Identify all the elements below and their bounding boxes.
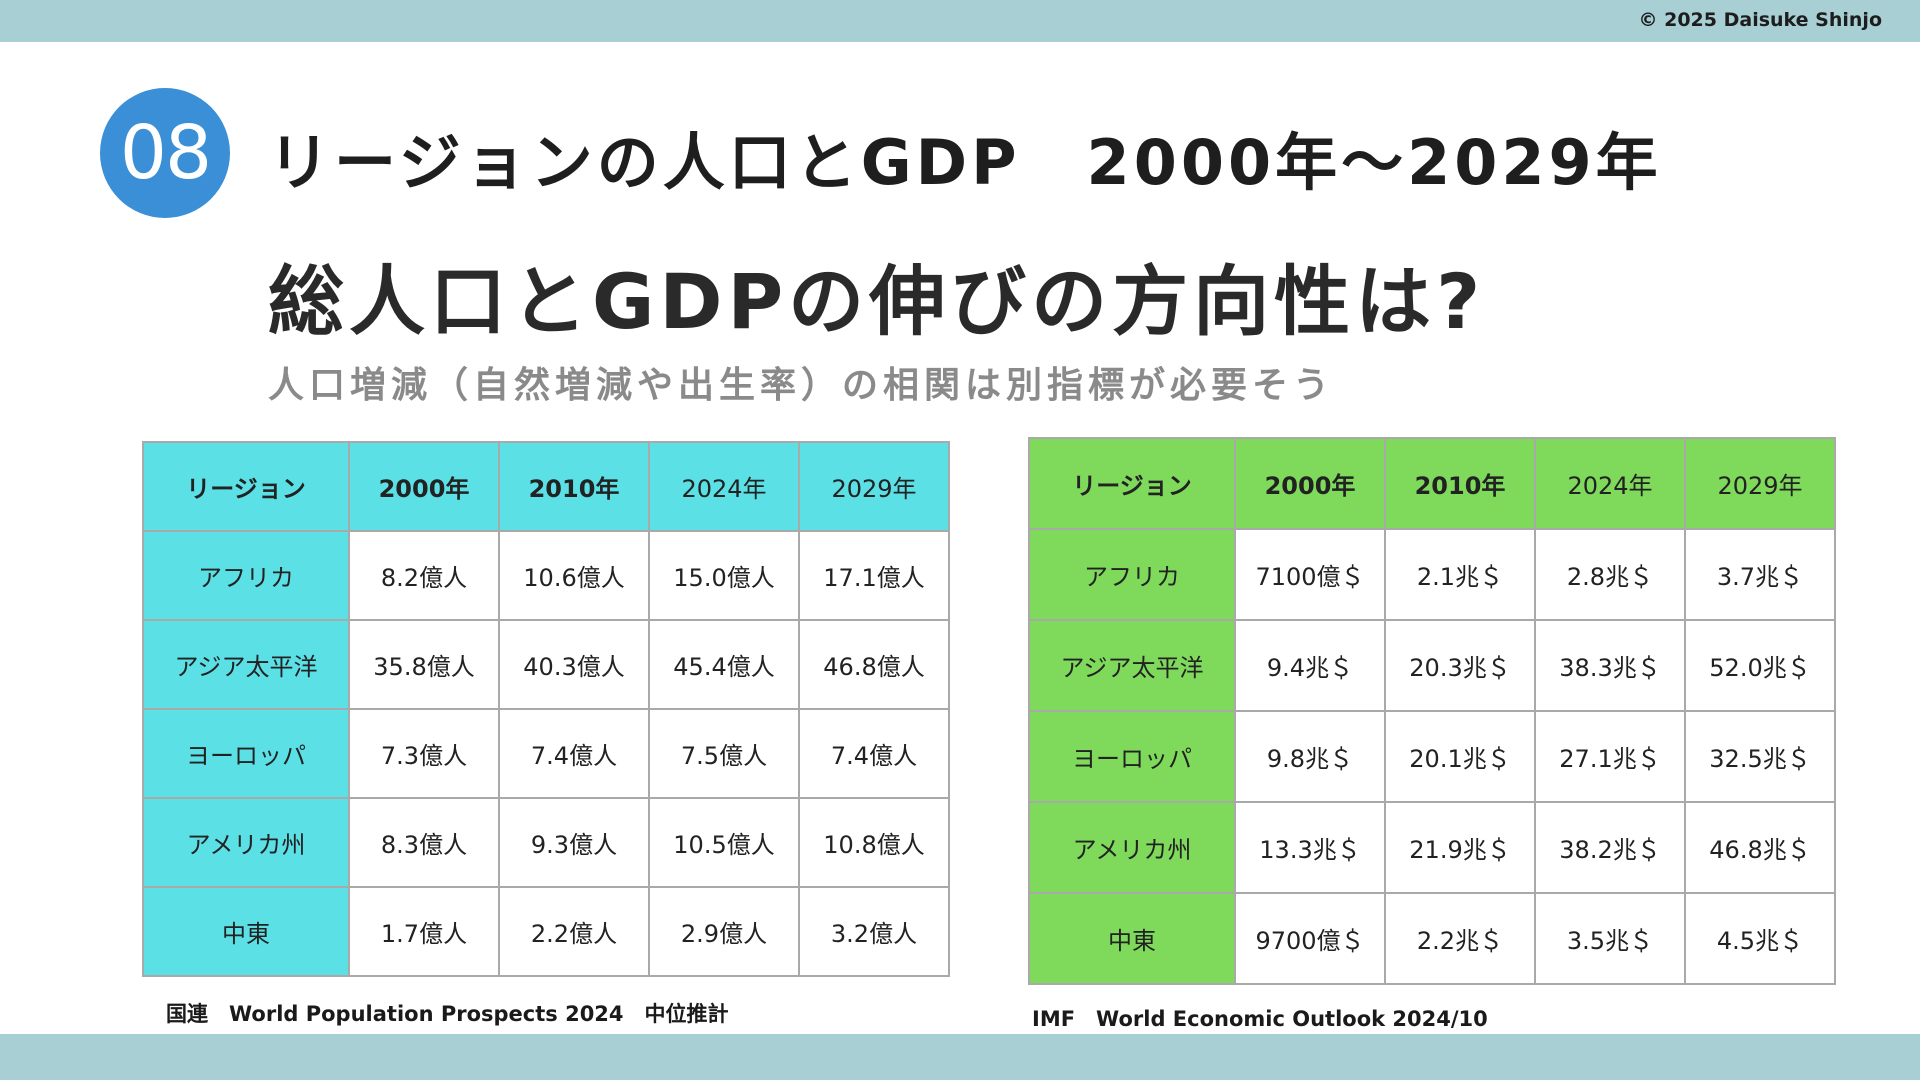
table-cell: 2.2兆＄	[1384, 892, 1536, 985]
region-cell: ヨーロッパ	[142, 708, 350, 799]
table-cell: 10.8億人	[798, 797, 950, 888]
region-cell: アメリカ州	[142, 797, 350, 888]
table-cell: 2.2億人	[498, 886, 650, 977]
table-cell: 21.9兆＄	[1384, 801, 1536, 894]
table-cell: 1.7億人	[348, 886, 500, 977]
table-row: アジア太平洋 35.8億人 40.3億人 45.4億人 46.8億人	[142, 619, 950, 710]
table-cell: 2.9億人	[648, 886, 800, 977]
header-cell-region: リージョン	[142, 441, 350, 532]
table-cell: 20.3兆＄	[1384, 619, 1536, 712]
region-cell: アフリカ	[1028, 528, 1236, 621]
region-cell: アジア太平洋	[1028, 619, 1236, 712]
table-cell: 45.4億人	[648, 619, 800, 710]
table-cell: 7100億＄	[1234, 528, 1386, 621]
table-cell: 7.4億人	[498, 708, 650, 799]
table-row: ヨーロッパ 9.8兆＄ 20.1兆＄ 27.1兆＄ 32.5兆＄	[1028, 710, 1836, 803]
gdp-table: リージョン 2000年 2010年 2024年 2029年 アフリカ 7100億…	[1028, 437, 1836, 985]
table-cell: 9.3億人	[498, 797, 650, 888]
table-cell: 9.4兆＄	[1234, 619, 1386, 712]
table-cell: 9.8兆＄	[1234, 710, 1386, 803]
table-cell: 40.3億人	[498, 619, 650, 710]
table-cell: 2.1兆＄	[1384, 528, 1536, 621]
table-cell: 7.5億人	[648, 708, 800, 799]
table-row: アメリカ州 13.3兆＄ 21.9兆＄ 38.2兆＄ 46.8兆＄	[1028, 801, 1836, 894]
table-row: 中東 9700億＄ 2.2兆＄ 3.5兆＄ 4.5兆＄	[1028, 892, 1836, 985]
header-cell-2010: 2010年	[1384, 437, 1536, 530]
region-cell: アメリカ州	[1028, 801, 1236, 894]
population-source-note: 国連 World Population Prospects 2024 中位推計	[166, 1002, 729, 1026]
population-table: リージョン 2000年 2010年 2024年 2029年 アフリカ 8.2億人…	[142, 441, 950, 977]
table-cell: 3.2億人	[798, 886, 950, 977]
table-cell: 8.2億人	[348, 530, 500, 621]
region-cell: ヨーロッパ	[1028, 710, 1236, 803]
table-cell: 7.3億人	[348, 708, 500, 799]
table-header-row: リージョン 2000年 2010年 2024年 2029年	[1028, 437, 1836, 530]
header-cell-2024: 2024年	[648, 441, 800, 532]
table-cell: 20.1兆＄	[1384, 710, 1536, 803]
header-cell-2000: 2000年	[1234, 437, 1386, 530]
table-cell: 27.1兆＄	[1534, 710, 1686, 803]
table-cell: 46.8億人	[798, 619, 950, 710]
table-row: ヨーロッパ 7.3億人 7.4億人 7.5億人 7.4億人	[142, 708, 950, 799]
table-cell: 52.0兆＄	[1684, 619, 1836, 712]
region-cell: アフリカ	[142, 530, 350, 621]
header-cell-2000: 2000年	[348, 441, 500, 532]
table-cell: 17.1億人	[798, 530, 950, 621]
table-row: アフリカ 8.2億人 10.6億人 15.0億人 17.1億人	[142, 530, 950, 621]
region-cell: 中東	[1028, 892, 1236, 985]
table-cell: 13.3兆＄	[1234, 801, 1386, 894]
table-cell: 10.5億人	[648, 797, 800, 888]
header-cell-2024: 2024年	[1534, 437, 1686, 530]
table-cell: 35.8億人	[348, 619, 500, 710]
table-row: アフリカ 7100億＄ 2.1兆＄ 2.8兆＄ 3.7兆＄	[1028, 528, 1836, 621]
table-row: アメリカ州 8.3億人 9.3億人 10.5億人 10.8億人	[142, 797, 950, 888]
gdp-source-note: IMF World Economic Outlook 2024/10	[1032, 1007, 1488, 1031]
slide-subheading: 人口増減（自然増減や出生率）の相関は別指標が必要そう	[268, 365, 1335, 406]
bottom-bar	[0, 1034, 1920, 1080]
table-row: 中東 1.7億人 2.2億人 2.9億人 3.2億人	[142, 886, 950, 977]
table-cell: 3.7兆＄	[1684, 528, 1836, 621]
table-row: アジア太平洋 9.4兆＄ 20.3兆＄ 38.3兆＄ 52.0兆＄	[1028, 619, 1836, 712]
table-cell: 38.2兆＄	[1534, 801, 1686, 894]
table-cell: 46.8兆＄	[1684, 801, 1836, 894]
table-cell: 15.0億人	[648, 530, 800, 621]
table-cell: 9700億＄	[1234, 892, 1386, 985]
header-cell-2010: 2010年	[498, 441, 650, 532]
table-cell: 3.5兆＄	[1534, 892, 1686, 985]
region-cell: アジア太平洋	[142, 619, 350, 710]
slide-heading: 総人口とGDPの伸びの方向性は?	[268, 257, 1486, 346]
table-header-row: リージョン 2000年 2010年 2024年 2029年	[142, 441, 950, 532]
header-cell-2029: 2029年	[798, 441, 950, 532]
region-cell: 中東	[142, 886, 350, 977]
header-cell-region: リージョン	[1028, 437, 1236, 530]
table-cell: 10.6億人	[498, 530, 650, 621]
top-bar: © 2025 Daisuke Shinjo	[0, 0, 1920, 42]
table-cell: 8.3億人	[348, 797, 500, 888]
table-cell: 32.5兆＄	[1684, 710, 1836, 803]
table-cell: 7.4億人	[798, 708, 950, 799]
slide-title: リージョンの人口とGDP 2000年〜2029年	[268, 126, 1662, 199]
table-cell: 38.3兆＄	[1534, 619, 1686, 712]
table-cell: 4.5兆＄	[1684, 892, 1836, 985]
copyright-text: © 2025 Daisuke Shinjo	[1638, 9, 1883, 31]
section-number-badge: 08	[100, 88, 230, 218]
header-cell-2029: 2029年	[1684, 437, 1836, 530]
table-cell: 2.8兆＄	[1534, 528, 1686, 621]
